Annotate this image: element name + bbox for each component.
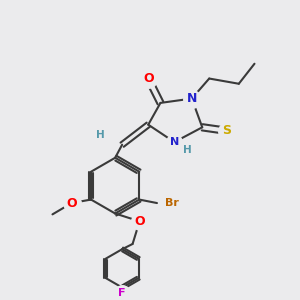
Text: H: H — [96, 130, 105, 140]
Text: N: N — [170, 137, 179, 147]
Text: O: O — [66, 196, 77, 209]
Text: N: N — [187, 92, 197, 105]
Text: O: O — [134, 215, 145, 228]
Text: S: S — [222, 124, 231, 137]
Text: H: H — [183, 145, 192, 155]
Text: Br: Br — [165, 198, 179, 208]
Text: O: O — [143, 72, 154, 85]
Text: F: F — [118, 288, 126, 298]
